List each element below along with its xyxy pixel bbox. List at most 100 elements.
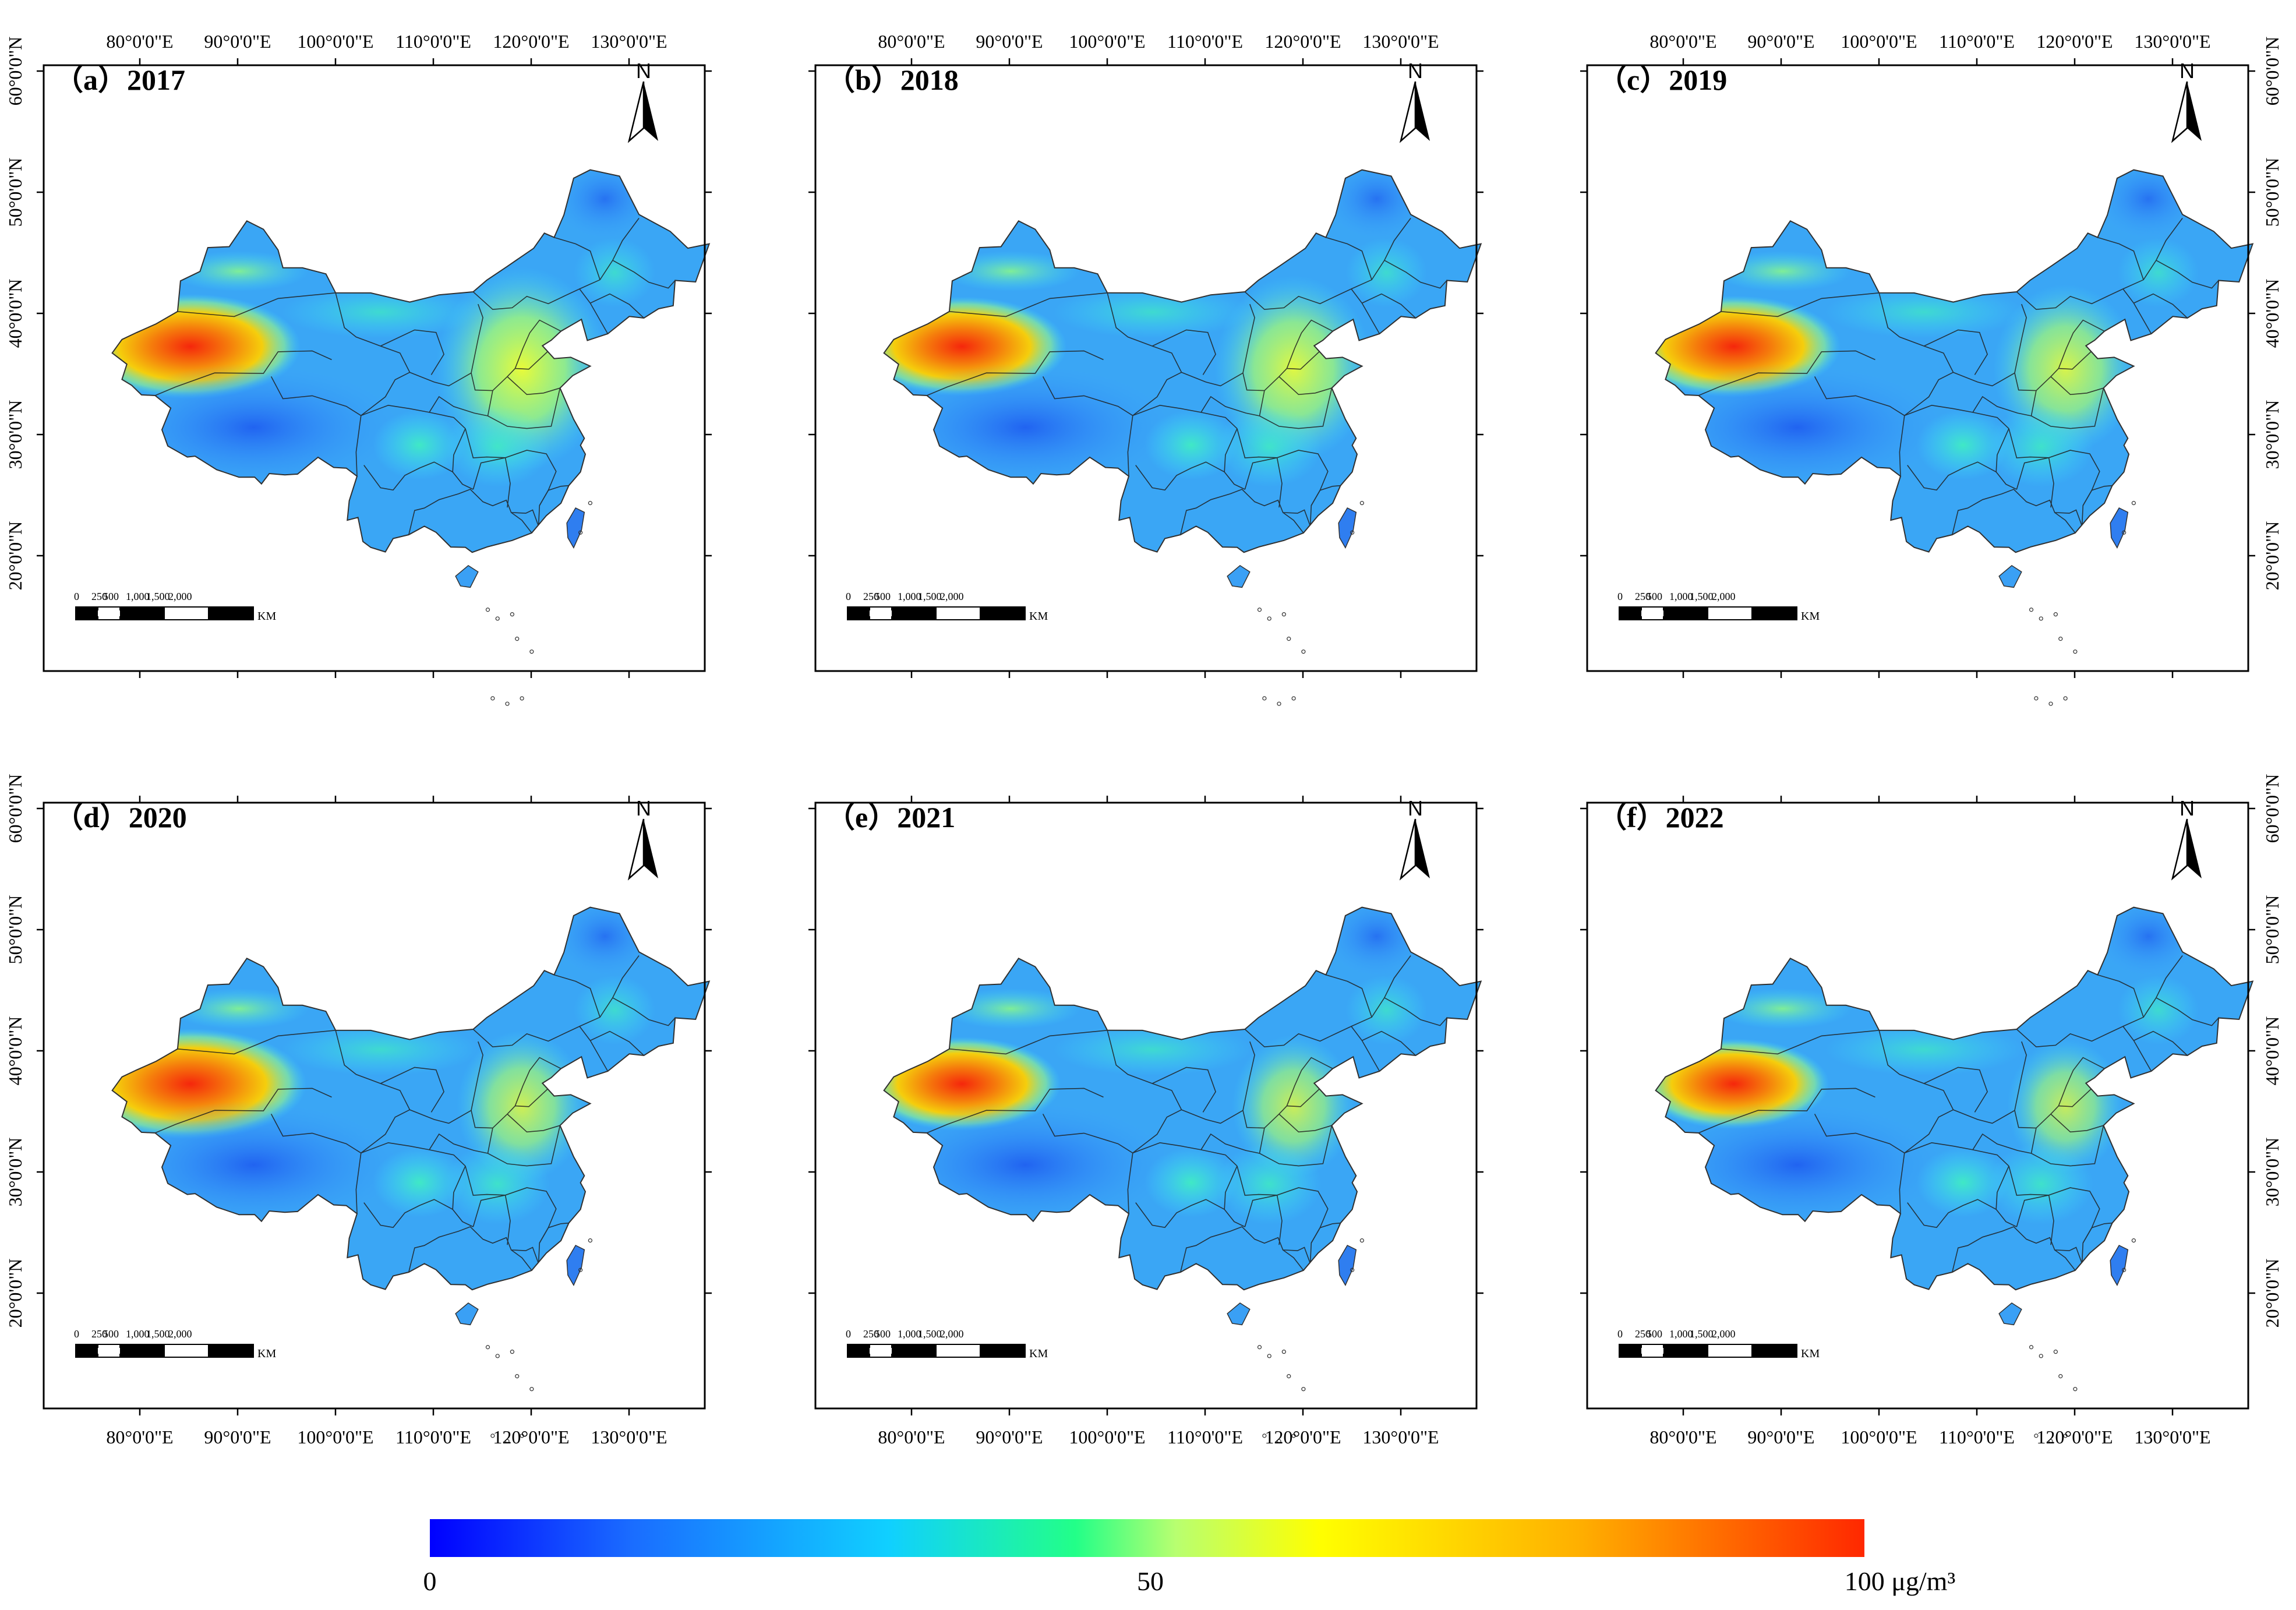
north-label: N [1408, 59, 1423, 83]
lon-label: 80°0'0"E [878, 31, 945, 52]
north-arrow-left [2171, 81, 2188, 143]
islet [1277, 1439, 1281, 1443]
province-boundary [1244, 1194, 1283, 1245]
lon-label: 100°0'0"E [1069, 31, 1145, 52]
scale-segment [119, 606, 165, 620]
province-boundaries [1698, 955, 2219, 1273]
lon-label: 90°0'0"E [976, 1427, 1043, 1447]
province-boundary [1899, 1153, 1905, 1214]
lon-label: 130°0'0"E [1362, 1427, 1439, 1447]
lon-label: 110°0'0"E [1167, 31, 1243, 52]
map-frame [43, 64, 706, 672]
province-boundary [1309, 485, 1341, 527]
taiwan-island [2110, 507, 2129, 549]
scale-segment [1751, 1344, 1797, 1358]
province-boundary [380, 329, 444, 375]
scale-tick-label: 2,000 [168, 1328, 192, 1340]
islet [2131, 1238, 2136, 1243]
lat-label: 50°0'0"N [5, 158, 26, 227]
islet [1281, 612, 1286, 617]
islet [588, 501, 592, 506]
lon-label: 120°0'0"E [1264, 1427, 1341, 1447]
province-boundary [177, 1030, 336, 1055]
lon-label: 80°0'0"E [106, 31, 173, 52]
islet [515, 1374, 520, 1379]
central-lowlands [1217, 405, 1322, 488]
lat-label: 60°0'0"N [5, 37, 26, 106]
province-boundary [1283, 1249, 1304, 1271]
province-boundary [2050, 376, 2104, 396]
scale-tick-label: 1,000 [126, 1328, 150, 1340]
scale-tick-label: 1,500 [1690, 591, 1714, 602]
islet [1301, 1387, 1306, 1392]
islet [578, 530, 583, 535]
province-boundary [1224, 471, 1245, 490]
islet [1350, 1267, 1355, 1272]
colorbar: 0 50 100 μg/m³ [423, 1519, 1956, 1596]
province-boundary [1287, 350, 1320, 370]
map-panel-a: 80°0'0"E 90°0'0"E 100°0'0"E 110°0'0"E 120°0'… [5, 31, 712, 706]
province-boundary [465, 1166, 557, 1244]
islet [2073, 1387, 2078, 1392]
islet [1301, 649, 1306, 654]
scale-tick-label: 0 [74, 1328, 79, 1340]
province-boundary [515, 350, 549, 370]
islet [1262, 1434, 1267, 1438]
province-boundary [1242, 319, 1333, 391]
taiwan-island [1338, 507, 1357, 549]
islet [1291, 696, 1296, 701]
province-boundary [1127, 415, 1133, 476]
lat-label: 60°0'0"N [2262, 37, 2283, 106]
hainan-island [1998, 1302, 2022, 1326]
islet [1267, 1354, 1271, 1358]
province-boundary [472, 1194, 511, 1245]
scale-tick-label: 250 [1635, 591, 1651, 602]
hainan-island [455, 564, 479, 588]
gobi-belt [1053, 1023, 1252, 1076]
colorbar-max-label: 100 μg/m³ [1845, 1566, 1956, 1596]
scale-tick-label: 2,000 [940, 591, 964, 602]
scale-segment [847, 606, 870, 620]
scale-outline [847, 1344, 1026, 1358]
lat-label: 40°0'0"N [5, 1016, 26, 1086]
province-boundary [1907, 1166, 2009, 1228]
islet [588, 1238, 592, 1243]
province-boundary [2014, 319, 2105, 391]
lon-label: 130°0'0"E [2134, 31, 2210, 52]
south-china-sea-islands [1257, 501, 1364, 706]
province-boundary [1042, 1114, 1133, 1154]
province-boundary [2058, 350, 2092, 370]
map-frame [814, 64, 1478, 672]
province-boundary [1384, 997, 1447, 1026]
lat-label: 50°0'0"N [2262, 895, 2283, 965]
islet [495, 616, 500, 621]
province-boundary [2122, 955, 2183, 1027]
lon-label: 100°0'0"E [297, 1427, 373, 1447]
central-lowlands [1988, 1143, 2094, 1225]
province-boundary [355, 1153, 362, 1214]
lat-label: 30°0'0"N [5, 400, 26, 469]
graticule-ticks [37, 796, 712, 1415]
province-boundary [408, 489, 539, 535]
province-boundary [2097, 974, 2144, 1018]
china-outline [883, 906, 1482, 1291]
scale-segment [1619, 1344, 1642, 1358]
province-boundary [1351, 955, 1411, 1027]
province-boundary [507, 1114, 560, 1133]
lon-label: 80°0'0"E [878, 1427, 945, 1447]
lon-label: 130°0'0"E [2134, 1427, 2210, 1447]
islet [2058, 637, 2063, 641]
province-boundary [1721, 1030, 1880, 1055]
islet [1277, 701, 1281, 706]
province-boundary [1904, 1142, 2009, 1167]
islet [490, 1434, 495, 1438]
islet [2053, 612, 2058, 617]
map-panel-c: 80°0'0"E 90°0'0"E 100°0'0"E 110°0'0"E 120°0'… [1580, 31, 2283, 706]
china-outline [883, 169, 1482, 553]
province-boundary [1287, 1088, 1320, 1107]
province-boundary [515, 1088, 549, 1107]
scale-tick-label: 500 [103, 591, 119, 602]
